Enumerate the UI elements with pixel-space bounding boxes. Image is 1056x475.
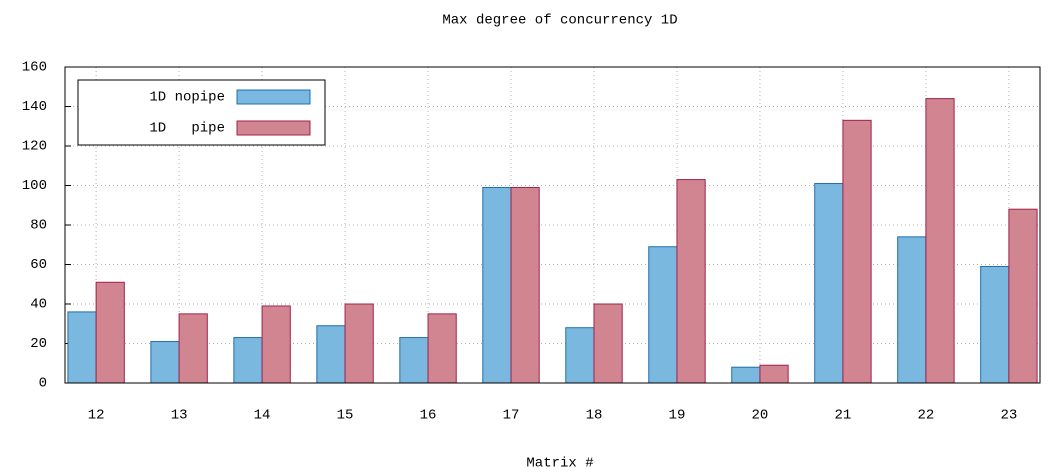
bar — [897, 236, 927, 384]
x-axis-label: Matrix # — [526, 456, 593, 472]
bar — [731, 366, 761, 384]
bar — [814, 183, 844, 384]
y-tick-label: 60 — [30, 257, 47, 273]
y-tick-label: 160 — [22, 60, 47, 76]
bar — [482, 186, 512, 384]
x-tick-label: 23 — [1000, 408, 1017, 424]
bar — [925, 98, 955, 384]
bar — [427, 313, 457, 384]
x-tick-label: 16 — [420, 408, 437, 424]
bar — [399, 337, 429, 384]
bar — [593, 303, 623, 384]
y-tick-label: 40 — [30, 297, 47, 313]
bar — [150, 341, 180, 384]
x-tick-label: 20 — [752, 408, 769, 424]
y-tick-label: 20 — [30, 336, 47, 352]
y-tick-label: 120 — [22, 139, 47, 155]
y-tick-label: 80 — [30, 218, 47, 234]
bar — [344, 303, 374, 384]
x-tick-label: 14 — [254, 408, 271, 424]
x-tick-label: 22 — [917, 408, 934, 424]
bar — [95, 281, 125, 384]
legend-label: 1D pipe — [149, 121, 225, 137]
x-tick-label: 18 — [586, 408, 603, 424]
y-tick-label: 100 — [22, 178, 47, 194]
x-tick-label: 21 — [835, 408, 852, 424]
chart-title: Max degree of concurrency 1D — [442, 13, 677, 29]
bar — [1008, 208, 1038, 384]
x-tick-label: 19 — [669, 408, 686, 424]
x-tick-label: 15 — [337, 408, 354, 424]
x-tick-label: 12 — [88, 408, 105, 424]
bar — [759, 364, 789, 384]
legend-swatch — [236, 89, 311, 105]
x-tick-label: 13 — [171, 408, 188, 424]
y-tick-label: 0 — [39, 376, 47, 392]
bar — [316, 325, 346, 384]
bar — [565, 327, 595, 384]
y-tick-label: 140 — [22, 99, 47, 115]
x-tick-label: 17 — [503, 408, 520, 424]
bar — [178, 313, 208, 384]
legend-swatch — [236, 120, 311, 136]
bar — [261, 305, 291, 384]
bar — [67, 311, 97, 384]
plot-border — [64, 66, 1041, 384]
bar — [980, 265, 1010, 384]
bar — [842, 119, 872, 384]
bar — [676, 179, 706, 384]
legend-label: 1D nopipe — [149, 90, 225, 106]
bar — [510, 186, 540, 384]
bar — [648, 246, 678, 384]
bar — [233, 337, 263, 384]
